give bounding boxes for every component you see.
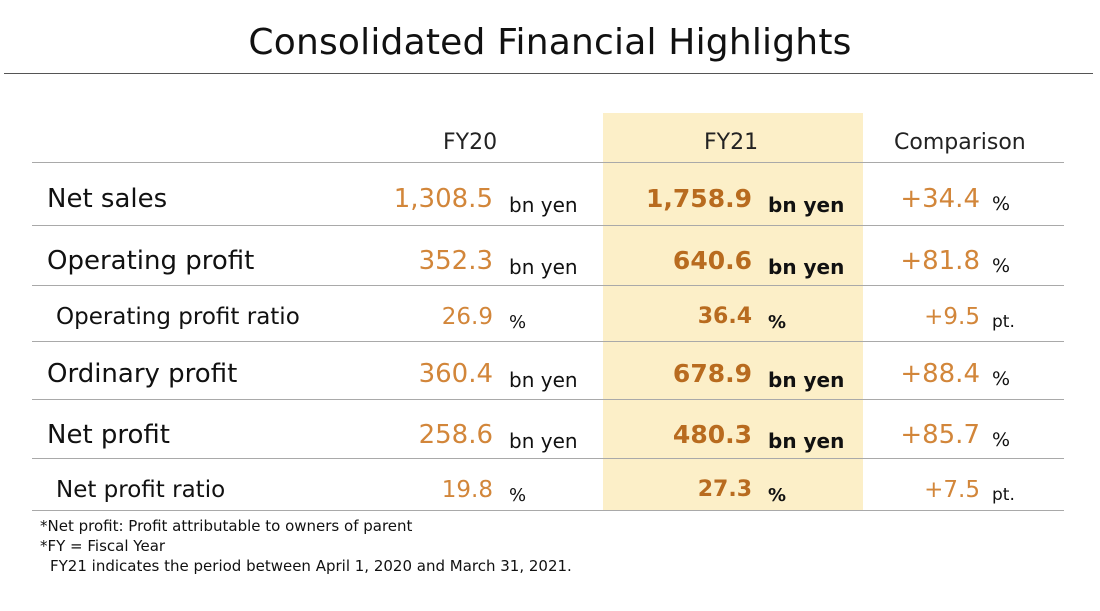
fy20-unit: bn yen <box>509 193 578 217</box>
row-label: Ordinary profit <box>47 359 238 389</box>
row-divider <box>32 225 1064 226</box>
fy21-unit: bn yen <box>768 255 845 279</box>
fy20-value: 1,308.5 <box>393 184 493 214</box>
table-header-rule <box>32 162 1064 163</box>
comparison-unit: % <box>992 255 1011 277</box>
comparison-value: +85.7 <box>900 420 980 450</box>
row-divider <box>32 399 1064 400</box>
row-label: Net sales <box>47 184 168 214</box>
footnote-net-profit: *Net profit: Profit attributable to owne… <box>40 517 413 535</box>
comparison-value: +9.5 <box>924 304 980 330</box>
comparison-value: +81.8 <box>900 246 980 276</box>
row-divider <box>32 458 1064 459</box>
header-comparison: Comparison <box>894 130 1026 155</box>
fy20-value: 19.8 <box>441 477 493 503</box>
fy21-value: 27.3 <box>697 477 752 502</box>
fy20-unit: bn yen <box>509 255 578 279</box>
fy21-value: 1,758.9 <box>646 184 752 213</box>
fy20-value: 258.6 <box>418 420 493 450</box>
fy21-unit: bn yen <box>768 368 845 392</box>
fy20-value: 26.9 <box>441 304 493 330</box>
comparison-unit: % <box>992 368 1011 390</box>
comparison-value: +34.4 <box>900 184 980 214</box>
row-divider <box>32 285 1064 286</box>
fy21-value: 480.3 <box>672 420 752 449</box>
row-label: Net profit ratio <box>56 477 226 503</box>
fy21-value: 36.4 <box>697 304 752 329</box>
fy21-highlight-column <box>603 113 863 510</box>
fy20-unit: bn yen <box>509 429 578 453</box>
fy21-unit: bn yen <box>768 429 845 453</box>
row-divider <box>32 341 1064 342</box>
fy21-unit: bn yen <box>768 193 845 217</box>
footnotes: *Net profit: Profit attributable to owne… <box>40 516 572 576</box>
comparison-unit: % <box>992 429 1011 451</box>
footnote-fy21-period: FY21 indicates the period between April … <box>50 557 572 575</box>
comparison-unit: % <box>992 193 1011 215</box>
row-label: Operating profit <box>47 246 255 276</box>
row-label: Net profit <box>47 420 171 450</box>
fy21-value: 678.9 <box>672 359 752 388</box>
page-title: Consolidated Financial Highlights <box>248 22 852 63</box>
fy20-unit: bn yen <box>509 368 578 392</box>
header-fy21: FY21 <box>704 130 759 155</box>
footnote-fy: *FY = Fiscal Year <box>40 537 166 555</box>
fy21-unit: % <box>768 485 787 506</box>
comparison-value: +7.5 <box>924 477 980 503</box>
fy21-unit: % <box>768 312 787 333</box>
fy21-value: 640.6 <box>672 246 752 275</box>
table-bottom-rule <box>32 510 1064 511</box>
fy20-value: 360.4 <box>418 359 493 389</box>
fy20-unit: % <box>509 485 527 506</box>
fy20-value: 352.3 <box>418 246 493 276</box>
comparison-unit: pt. <box>992 485 1015 505</box>
comparison-value: +88.4 <box>900 359 980 389</box>
comparison-unit: pt. <box>992 312 1015 332</box>
title-divider <box>4 73 1093 74</box>
header-fy20: FY20 <box>443 130 498 155</box>
fy20-unit: % <box>509 312 527 333</box>
row-label: Operating profit ratio <box>56 304 300 330</box>
